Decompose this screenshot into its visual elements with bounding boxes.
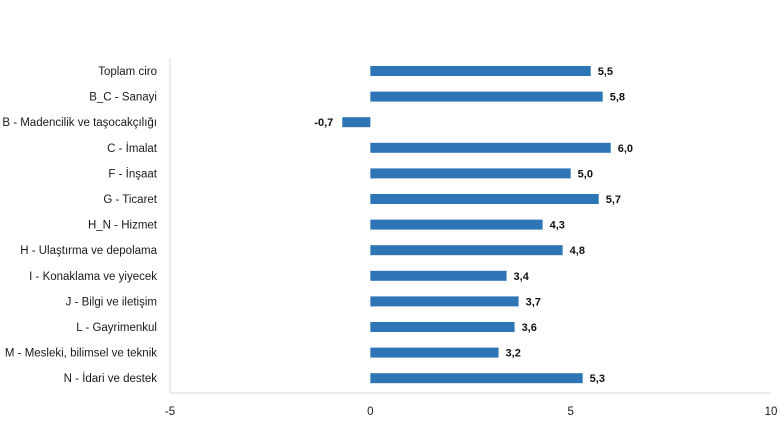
data-label: 4,3 [550, 220, 565, 232]
data-label: 3,6 [522, 322, 537, 334]
x-tick-label: 0 [367, 406, 373, 418]
category-label: H - Ulaştırma ve depolama [20, 245, 157, 257]
bar [370, 194, 599, 204]
data-label: 5,3 [590, 373, 605, 385]
data-label: 3,7 [526, 296, 541, 308]
bar [370, 347, 499, 358]
category-label: B - Madencilik ve taşocakçılığı [2, 117, 157, 129]
data-label: 6,0 [618, 143, 633, 155]
bar [342, 117, 371, 128]
category-label: G - Ticaret [103, 194, 157, 206]
data-labels: 5,5 5,8 -0,7 6,0 5,0 5,7 4,3 4,8 3,4 3,7 3,6 3,2 5,3 [314, 66, 633, 385]
category-labels: Toplam ciro B_C - Sanayi B - Madencilik ve… [2, 66, 157, 385]
category-label: F - İnşaat [108, 167, 157, 180]
axes [169, 58, 771, 394]
category-label: B_C - Sanayi [89, 92, 157, 104]
category-label: C - İmalat [107, 142, 158, 155]
x-tick-label: 10 [765, 406, 778, 418]
bar [370, 66, 591, 76]
category-label: I - Konaklama ve yiyecek [29, 271, 157, 283]
data-label: 3,4 [514, 271, 530, 283]
data-label: -0,7 [314, 117, 333, 129]
data-label: 5,8 [610, 92, 625, 104]
bar [370, 270, 507, 281]
bar [370, 219, 543, 230]
bars [342, 66, 611, 384]
category-label: M - Mesleki, bilimsel ve teknik [5, 348, 157, 360]
category-label: H_N - Hizmet [88, 220, 158, 232]
category-label: Toplam ciro [98, 66, 157, 78]
x-tick-label: 5 [567, 406, 573, 418]
data-label: 4,8 [570, 245, 585, 257]
category-label: J - Bilgi ve iletişim [66, 296, 157, 308]
x-tick-labels: -5 0 5 10 [165, 406, 778, 418]
bar [370, 373, 583, 384]
bar [370, 142, 611, 153]
bar [370, 296, 519, 307]
data-label: 5,7 [606, 194, 621, 206]
bar [370, 322, 515, 332]
bar [370, 91, 603, 102]
x-tick-label: -5 [165, 406, 175, 418]
category-label: N - İdari ve destek [64, 372, 158, 385]
data-label: 5,5 [598, 66, 613, 78]
bar [370, 245, 563, 256]
bar [370, 168, 571, 179]
data-label: 5,0 [578, 168, 593, 180]
data-label: 3,2 [506, 348, 521, 360]
category-label: L - Gayrimenkul [76, 322, 157, 334]
